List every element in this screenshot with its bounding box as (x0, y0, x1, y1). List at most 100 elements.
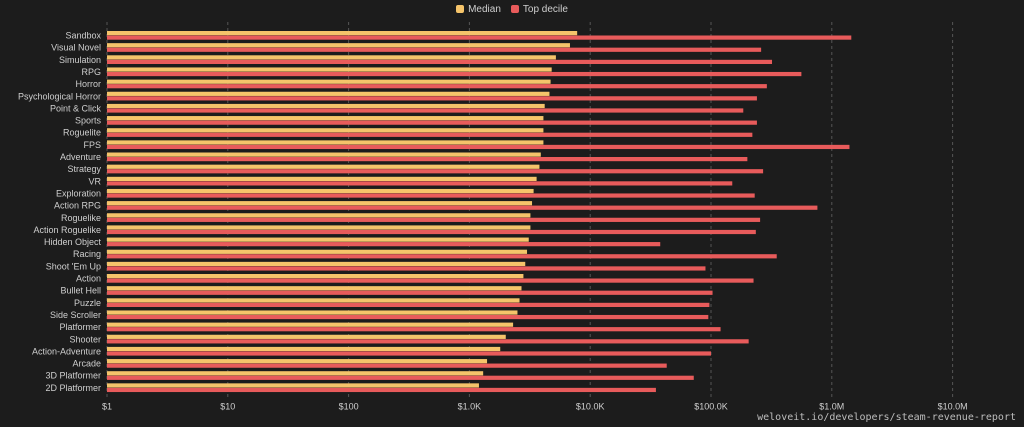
bar-median[interactable] (107, 176, 537, 181)
x-tick-label: $10 (220, 401, 235, 411)
category-label: RPG (81, 67, 101, 77)
bar-top-decile[interactable] (107, 47, 762, 52)
category-label: Sandbox (65, 31, 101, 41)
category-label: Adventure (60, 152, 101, 162)
bar-top-decile[interactable] (107, 375, 694, 380)
legend-item-top-decile[interactable]: Top decile (510, 3, 568, 15)
bar-top-decile[interactable] (107, 242, 661, 247)
bar-top-decile[interactable] (107, 157, 748, 162)
x-tick-label: $1.0M (819, 401, 844, 411)
bar-top-decile[interactable] (107, 193, 755, 198)
bar-top-decile[interactable] (107, 217, 761, 222)
bar-median[interactable] (107, 55, 556, 60)
category-label: Roguelite (63, 128, 101, 138)
bar-median[interactable] (107, 164, 540, 169)
x-tick-label: $100 (339, 401, 359, 411)
bar-top-decile[interactable] (107, 351, 711, 356)
bar-median[interactable] (107, 310, 518, 315)
category-label: Sports (75, 116, 102, 126)
category-label: Arcade (72, 359, 101, 369)
bar-median[interactable] (107, 213, 531, 218)
category-label: Platformer (59, 322, 101, 332)
bar-median[interactable] (107, 371, 484, 376)
bar-median[interactable] (107, 128, 544, 133)
bar-median[interactable] (107, 346, 501, 352)
legend-item-median[interactable]: Median (456, 4, 501, 15)
bar-median[interactable] (107, 359, 488, 364)
category-label: Simulation (59, 55, 101, 65)
bar-top-decile[interactable] (107, 229, 756, 235)
bar-median[interactable] (107, 322, 514, 327)
bar-top-decile[interactable] (107, 327, 721, 332)
bar-top-decile[interactable] (107, 266, 706, 271)
category-label: 2D Platformer (45, 383, 101, 393)
bar-top-decile[interactable] (107, 363, 667, 368)
bar-median[interactable] (107, 67, 552, 72)
bar-top-decile[interactable] (107, 387, 656, 393)
category-label: Visual Novel (51, 43, 101, 53)
category-label: Puzzle (74, 298, 101, 308)
bar-median[interactable] (107, 237, 529, 242)
category-label: Strategy (67, 164, 101, 174)
bar-top-decile[interactable] (107, 314, 709, 320)
bar-top-decile[interactable] (107, 254, 777, 259)
bar-median[interactable] (107, 274, 524, 279)
category-label: Action Roguelike (33, 225, 101, 235)
bar-median[interactable] (107, 298, 520, 303)
bar-median[interactable] (107, 31, 578, 36)
bar-median[interactable] (107, 116, 544, 121)
bar-median[interactable] (107, 261, 526, 267)
bar-median[interactable] (107, 91, 550, 96)
category-label: Shooter (69, 334, 101, 344)
bar-median[interactable] (107, 225, 531, 230)
bar-median[interactable] (107, 334, 506, 339)
bar-top-decile[interactable] (107, 339, 749, 344)
bar-median[interactable] (107, 383, 479, 388)
bar-top-decile[interactable] (107, 290, 713, 295)
bar-median[interactable] (107, 79, 551, 84)
bar-median[interactable] (107, 152, 541, 157)
legend: Median Top decile (0, 2, 1024, 16)
category-label: Horror (75, 79, 101, 89)
bar-top-decile[interactable] (107, 35, 852, 40)
legend-label-top-decile: Top decile (522, 3, 568, 15)
legend-swatch-top-decile (510, 5, 519, 13)
x-tick-label: $10.0K (576, 401, 605, 411)
bar-top-decile[interactable] (107, 108, 744, 113)
category-label: Roguelike (61, 213, 101, 223)
bar-top-decile[interactable] (107, 59, 773, 64)
legend-label-median: Median (468, 3, 501, 15)
bar-median[interactable] (107, 188, 534, 194)
category-label: VR (88, 176, 101, 186)
category-label: FPS (83, 140, 101, 150)
bar-top-decile[interactable] (107, 84, 767, 89)
category-label: Action RPG (54, 201, 101, 211)
x-tick-label: $1 (102, 401, 112, 411)
bar-top-decile[interactable] (107, 181, 733, 186)
bar-top-decile[interactable] (107, 169, 764, 174)
x-tick-label: $100.0K (694, 401, 728, 411)
bar-top-decile[interactable] (107, 120, 757, 125)
bar-top-decile[interactable] (107, 302, 710, 307)
x-tick-label: $10.0M (938, 401, 968, 411)
category-label: Racing (73, 249, 101, 259)
bar-top-decile[interactable] (107, 278, 754, 283)
category-label: Point & Click (50, 103, 102, 113)
bar-median[interactable] (107, 103, 545, 109)
bar-top-decile[interactable] (107, 132, 753, 137)
source-link[interactable]: weloveit.io/developers/steam-revenue-rep… (757, 412, 1016, 423)
bar-top-decile[interactable] (107, 144, 850, 150)
category-label: Exploration (56, 188, 101, 198)
bar-median[interactable] (107, 249, 528, 254)
bar-median[interactable] (107, 140, 544, 145)
bar-top-decile[interactable] (107, 71, 802, 77)
x-tick-label: $1.0K (458, 401, 482, 411)
bar-top-decile[interactable] (107, 96, 757, 101)
bar-top-decile[interactable] (107, 205, 818, 210)
bar-median[interactable] (107, 201, 533, 206)
bar-median[interactable] (107, 43, 570, 48)
category-label: Hidden Object (44, 237, 102, 247)
legend-swatch-median (456, 5, 465, 13)
bar-median[interactable] (107, 286, 522, 291)
